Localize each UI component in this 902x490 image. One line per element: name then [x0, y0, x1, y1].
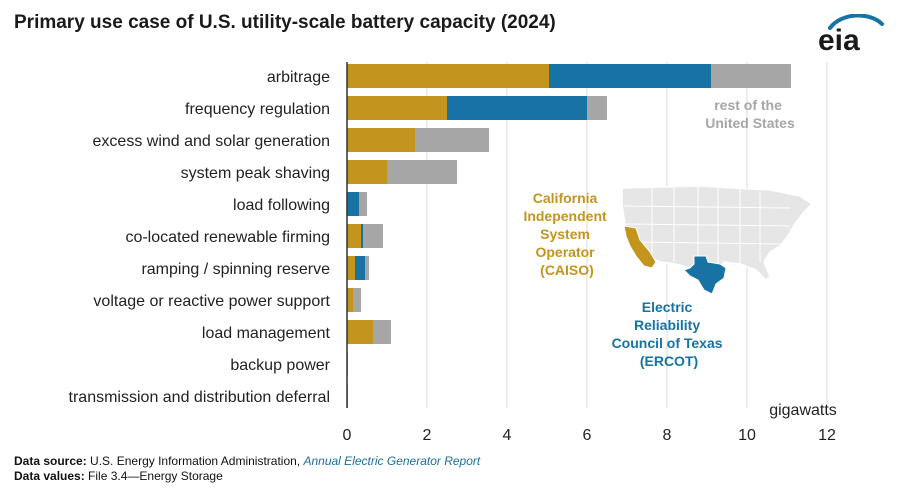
- data-values-label: Data values:: [14, 469, 85, 483]
- bar-segment-rest: [363, 224, 383, 248]
- x-tick-label-12: 12: [818, 427, 836, 444]
- bar-segment-caiso: [347, 288, 353, 312]
- california-shape: [623, 225, 657, 269]
- bar-segment-caiso: [347, 224, 361, 248]
- eia-logo: eia: [818, 14, 884, 54]
- data-source-link[interactable]: Annual Electric Generator Report: [303, 454, 481, 468]
- logo-text: eia: [818, 24, 860, 54]
- bar-segment-rest: [359, 192, 367, 216]
- bar-segment-caiso: [347, 256, 355, 280]
- x-tick-labels: 0 2 4 6 8 10 12: [343, 427, 836, 444]
- x-tick-label-10: 10: [738, 427, 756, 444]
- category-label: excess wind and solar generation: [93, 133, 330, 150]
- category-label: backup power: [230, 357, 330, 374]
- category-labels: arbitrage frequency regulation excess wind…: [69, 69, 331, 406]
- bar-segment-ercot: [549, 64, 711, 88]
- category-label: load management: [202, 325, 331, 342]
- bars: [347, 64, 791, 408]
- x-axis-unit-label: gigawatts: [769, 402, 837, 419]
- data-source-label: Data source:: [14, 454, 87, 468]
- category-label: arbitrage: [267, 69, 330, 86]
- chart-title: Primary use case of U.S. utility-scale b…: [14, 12, 556, 33]
- bar-segment-caiso: [347, 128, 415, 152]
- category-label: co-located renewable firming: [125, 229, 330, 246]
- category-label: system peak shaving: [181, 165, 330, 182]
- data-source-line: Data source: U.S. Energy Information Adm…: [14, 454, 480, 469]
- rest-annotation: rest of the United States: [705, 97, 795, 131]
- bar-segment-caiso: [347, 160, 387, 184]
- ercot-annotation: Electric Reliability Council of Texas (E…: [612, 299, 727, 369]
- logo-swoosh: [828, 14, 884, 30]
- x-tick-label-8: 8: [663, 427, 672, 444]
- bar-segment-rest: [711, 64, 791, 88]
- bar-segment-rest: [365, 256, 369, 280]
- bar-segment-caiso: [347, 96, 447, 120]
- bar-chart: arbitrage frequency regulation excess wind…: [69, 62, 837, 444]
- data-values-text: File 3.4—Energy Storage: [88, 469, 223, 483]
- bar-segment-rest: [415, 128, 489, 152]
- bar-segment-rest: [587, 96, 607, 120]
- category-label: ramping / spinning reserve: [141, 261, 330, 278]
- x-tick-label-6: 6: [583, 427, 592, 444]
- bar-segment-rest: [373, 320, 391, 344]
- x-tick-label-0: 0: [343, 427, 352, 444]
- us-map-inset: [621, 185, 814, 295]
- footer: Data source: U.S. Energy Information Adm…: [14, 454, 480, 484]
- caiso-annotation: California Independent System Operator (…: [523, 190, 610, 278]
- texas-shape: [683, 255, 727, 295]
- data-values-line: Data values: File 3.4—Energy Storage: [14, 469, 480, 484]
- bar-segment-ercot: [355, 256, 365, 280]
- bar-segment-rest: [353, 288, 361, 312]
- category-label: voltage or reactive power support: [93, 293, 330, 310]
- bar-segment-caiso: [347, 64, 549, 88]
- state-borders: [623, 186, 791, 264]
- category-label: load following: [233, 197, 330, 214]
- bar-segment-ercot: [447, 96, 587, 120]
- bar-segment-caiso: [347, 320, 373, 344]
- category-label: transmission and distribution deferral: [69, 389, 330, 406]
- bar-segment-rest: [387, 160, 457, 184]
- category-label: frequency regulation: [185, 101, 330, 118]
- data-source-text: U.S. Energy Information Administration,: [90, 454, 301, 468]
- bar-segment-ercot: [347, 192, 359, 216]
- x-tick-label-2: 2: [423, 427, 432, 444]
- bar-segment-ercot: [361, 224, 363, 248]
- x-tick-label-4: 4: [503, 427, 512, 444]
